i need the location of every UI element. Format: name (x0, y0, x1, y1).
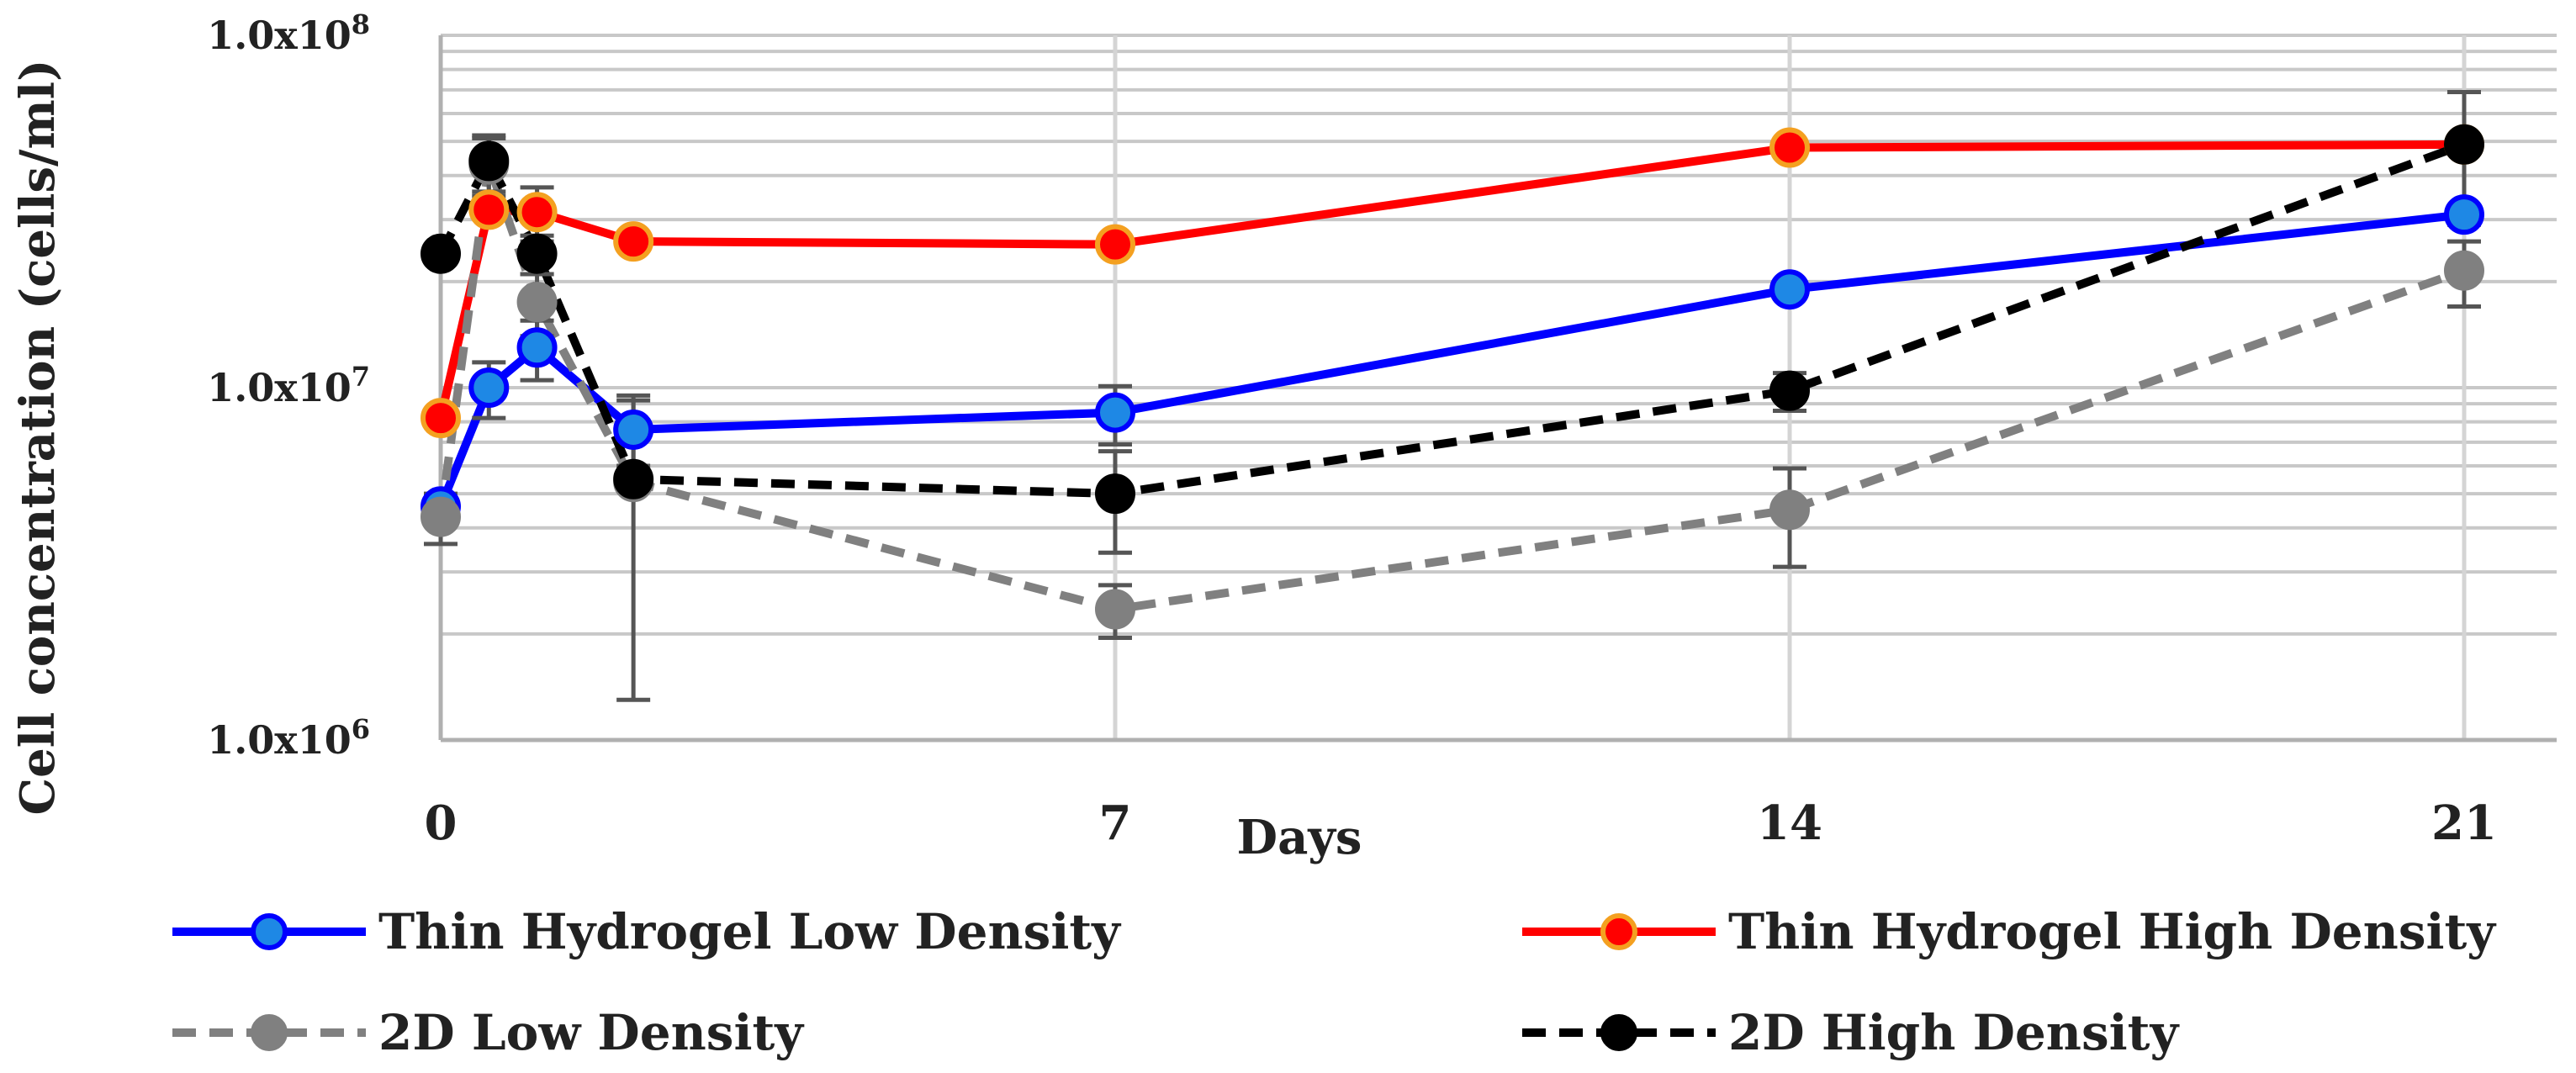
data-point (468, 367, 510, 408)
data-point (421, 496, 461, 537)
data-point (421, 398, 461, 439)
x-tick-label: 21 (2431, 796, 2497, 851)
data-point (1769, 127, 1810, 168)
y-axis-tick-labels: 1.0x106 1.0x107 1.0x108 (207, 8, 370, 763)
y-axis-title: Cell concentration (cells/ml) (10, 60, 66, 816)
legend-marker (1600, 1014, 1637, 1051)
markers (421, 194, 2484, 527)
legend-entry: 2D High Density (1522, 1004, 2180, 1061)
data-point (1769, 489, 1810, 531)
legend: Thin Hydrogel Low Density Thin Hydrogel H… (172, 903, 2497, 1061)
data-point (516, 192, 558, 233)
x-tick-label: 7 (1099, 796, 1132, 851)
axes (438, 35, 2557, 743)
data-point (1095, 473, 1135, 515)
y-tick-label: 1.0x106 (207, 713, 370, 763)
data-point (1095, 392, 1135, 433)
error-bars (424, 136, 2481, 702)
legend-label: 2D High Density (1728, 1004, 2180, 1061)
legend-label: Thin Hydrogel High Density (1728, 903, 2497, 960)
data-point (1769, 370, 1810, 411)
data-point (613, 409, 654, 450)
x-axis-title: Days (1237, 810, 1362, 865)
y-tick-label: 1.0x108 (207, 8, 370, 58)
data-point (1769, 269, 1810, 310)
legend-marker (251, 913, 288, 950)
data-point (516, 233, 558, 274)
x-axis-tick-labels: 0 7 14 21 (425, 796, 2497, 851)
gridlines (438, 34, 2557, 742)
legend-entry: 2D Low Density (172, 1004, 805, 1061)
data-series (421, 90, 2484, 702)
legend-entry: Thin Hydrogel High Density (1522, 903, 2497, 960)
legend-marker (1600, 913, 1637, 950)
y-tick-label: 1.0x107 (207, 361, 370, 410)
legend-label: 2D Low Density (378, 1004, 805, 1061)
data-point (516, 327, 558, 368)
data-point (613, 221, 654, 262)
data-point (1095, 224, 1135, 265)
legend-marker (251, 1014, 288, 1051)
data-point (1095, 589, 1135, 630)
markers (421, 124, 2484, 515)
x-tick-label: 0 (425, 796, 458, 851)
x-tick-label: 14 (1757, 796, 1822, 851)
data-point (468, 189, 510, 230)
legend-label: Thin Hydrogel Low Density (378, 903, 1122, 960)
data-point (468, 140, 510, 182)
data-point (516, 282, 558, 323)
data-point (421, 233, 461, 274)
data-point (613, 458, 654, 500)
data-point (2444, 124, 2484, 165)
data-point (2444, 250, 2484, 291)
data-point (2444, 194, 2484, 235)
legend-entry: Thin Hydrogel Low Density (172, 903, 1122, 960)
